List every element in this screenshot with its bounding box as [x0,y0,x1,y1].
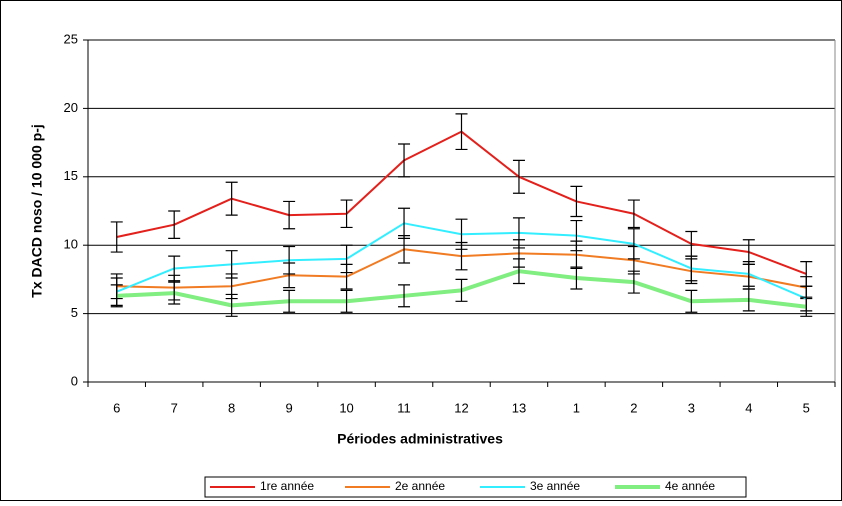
legend-label: 4e année [665,479,715,493]
error-bar [800,296,813,317]
y-tick-label: 0 [71,373,78,388]
y-tick-label: 20 [64,100,78,115]
error-bar [742,288,755,312]
y-tick-label: 10 [64,237,78,252]
error-bar [512,258,525,285]
error-bar [340,289,353,313]
x-tick-label: 12 [454,400,468,415]
error-bar [398,207,411,239]
error-bar [283,289,296,313]
error-bar [685,289,698,313]
error-bar [570,266,583,290]
error-bar [283,245,296,275]
x-tick-label: 2 [630,400,637,415]
error-bar [225,181,238,216]
x-axis-label: Périodes administratives [337,431,503,447]
x-tick-label: 13 [512,400,526,415]
error-bar [398,143,411,178]
legend-label: 1re année [260,479,314,493]
error-bar [110,284,123,308]
error-bar [455,218,468,250]
y-tick-label: 5 [71,305,78,320]
error-bar [570,219,583,252]
error-bar [168,210,181,239]
error-bar [570,185,583,218]
error-bar [742,261,755,287]
error-bar [512,159,525,194]
x-tick-label: 8 [228,400,235,415]
y-tick-label: 15 [64,168,78,183]
legend-label: 2e année [395,479,445,493]
x-tick-label: 7 [171,400,178,415]
x-tick-label: 5 [803,400,810,415]
error-bar [168,281,181,305]
error-bar [225,250,238,279]
y-axis-label: Tx DACD noso / 10 000 p-j [29,124,45,297]
x-tick-label: 4 [745,400,752,415]
error-bar [110,221,123,253]
error-bar [685,255,698,282]
legend-label: 3e année [530,479,580,493]
y-tick-label: 25 [64,31,78,46]
x-tick-label: 3 [688,400,695,415]
x-tick-label: 9 [285,400,292,415]
legend-box [204,476,747,498]
error-bar [168,255,181,282]
error-bar [627,270,640,294]
error-bar [283,200,296,230]
error-bar [225,293,238,317]
error-bar [627,228,640,260]
error-bar [455,113,468,151]
x-tick-label: 1 [573,400,580,415]
error-bar [398,284,411,308]
error-bar [455,278,468,302]
error-bar [512,217,525,249]
x-tick-label: 10 [339,400,353,415]
x-tick-label: 11 [397,400,411,415]
error-bar [627,199,640,229]
error-bar [340,244,353,274]
error-bar [340,199,353,229]
x-tick-label: 6 [113,400,120,415]
